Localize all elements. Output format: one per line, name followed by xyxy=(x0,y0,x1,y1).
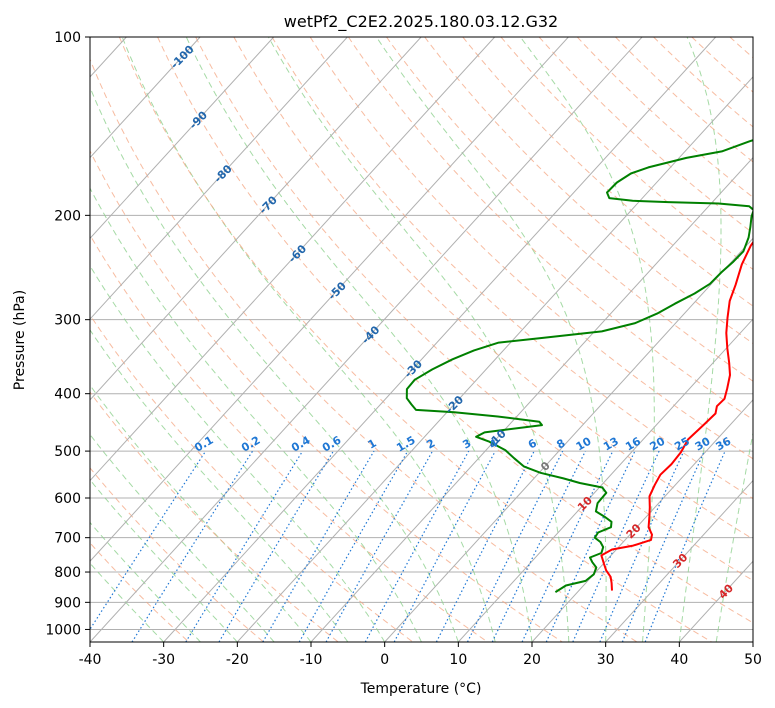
dry-adiabat-line xyxy=(462,37,753,307)
dry-adiabat-line xyxy=(538,37,753,234)
x-tick-label: -10 xyxy=(300,652,323,668)
y-tick-label: 200 xyxy=(54,208,81,224)
moist-adiabats xyxy=(90,37,753,642)
x-tick-label: 30 xyxy=(597,652,615,668)
moist-adiabat-line xyxy=(185,37,533,642)
y-axis-label: Pressure (hPa) xyxy=(12,290,28,390)
moist-adiabat-line xyxy=(90,187,422,642)
mixing-ratio-line xyxy=(599,450,685,642)
y-tick-label: 300 xyxy=(54,313,81,329)
plot-background xyxy=(90,37,753,642)
moist-adiabat-line xyxy=(90,329,349,642)
dry-adiabat-line xyxy=(157,37,753,624)
dry-adiabat-line xyxy=(90,391,339,642)
y-tick-label: 400 xyxy=(54,387,81,403)
temperature-line xyxy=(600,240,753,591)
plot-frame xyxy=(89,36,754,643)
y-tick-label: 800 xyxy=(54,565,81,581)
isotherm-line xyxy=(310,156,753,642)
isotherm-line xyxy=(90,37,275,240)
y-axis-ticks: 100 200 300 400 500 600 700 800 900 1000 xyxy=(45,30,90,638)
isotherm-line xyxy=(90,37,496,482)
moist-adiabat-line xyxy=(715,430,753,642)
y-tick-label: 1000 xyxy=(45,622,81,638)
chart-title: wetPf2_C2E2.2025.180.03.12.G32 xyxy=(284,12,558,32)
x-tick-label: 50 xyxy=(744,652,762,668)
dry-adiabat-line xyxy=(90,58,638,642)
moist-adiabat-line xyxy=(90,86,459,642)
moist-adiabat-line xyxy=(121,37,496,642)
mixing-ratio-line xyxy=(131,450,254,642)
isotherm-line xyxy=(163,37,717,642)
isotherm-line xyxy=(90,37,643,642)
dry-adiabat-line xyxy=(347,37,753,421)
moist-adiabat-line xyxy=(90,264,386,642)
profile-series xyxy=(405,139,753,593)
y-tick-label: 500 xyxy=(54,444,81,460)
x-tick-label: -30 xyxy=(152,652,175,668)
isotherm-line xyxy=(531,399,753,642)
mixing-ratio-line xyxy=(644,450,726,642)
mixing-ratio-lines xyxy=(90,450,726,642)
dry-adiabat-line xyxy=(386,37,753,382)
mixing-ratio-line xyxy=(90,450,207,631)
dry-adiabat-line xyxy=(576,37,753,198)
isotherm-line xyxy=(90,37,348,320)
dry-adiabat-line xyxy=(90,149,563,642)
mixing-ratio-line xyxy=(572,450,660,642)
mixing-ratio-line xyxy=(364,450,470,642)
dry-adiabat-line xyxy=(118,37,712,642)
dry-adiabat-line xyxy=(424,37,753,344)
isotherm-line xyxy=(457,318,753,642)
y-tick-label: 600 xyxy=(54,491,81,507)
x-tick-label: 10 xyxy=(449,652,467,668)
dewpoint-line xyxy=(405,139,753,593)
mixing-ratio-line xyxy=(621,450,705,642)
x-tick-label: 0 xyxy=(380,652,389,668)
y-tick-label: 900 xyxy=(54,595,81,611)
x-axis-ticks: -40 -30 -20 -10 0 10 20 30 40 50 xyxy=(79,642,762,668)
moist-adiabat-line xyxy=(267,37,570,642)
dry-adiabat-line xyxy=(233,37,753,540)
isotherm-line xyxy=(605,479,753,642)
isotherm-line xyxy=(236,76,753,642)
mixing-ratio-line xyxy=(393,450,496,642)
x-tick-label: -20 xyxy=(226,652,249,668)
moist-adiabat-line xyxy=(519,37,655,642)
dry-adiabat-line xyxy=(195,37,753,582)
x-axis-label: Temperature (°C) xyxy=(360,681,482,697)
y-tick-label: 700 xyxy=(54,531,81,547)
mixing-ratio-line xyxy=(325,450,434,642)
y-tick-label: 100 xyxy=(54,30,81,46)
dry-adiabat-line xyxy=(90,314,414,642)
mixing-ratio-line xyxy=(466,450,564,642)
plot-area xyxy=(90,37,753,642)
isotherm-line xyxy=(90,37,201,159)
isotherm-line xyxy=(90,37,422,401)
dry-adiabat-line xyxy=(90,234,488,642)
x-tick-label: -40 xyxy=(79,652,102,668)
isotherms xyxy=(90,37,753,642)
isotherm-line xyxy=(90,37,569,562)
x-tick-label: 40 xyxy=(670,652,688,668)
x-tick-label: 20 xyxy=(523,652,541,668)
mixing-ratio-line xyxy=(185,450,304,642)
isotherm-line xyxy=(384,237,753,642)
